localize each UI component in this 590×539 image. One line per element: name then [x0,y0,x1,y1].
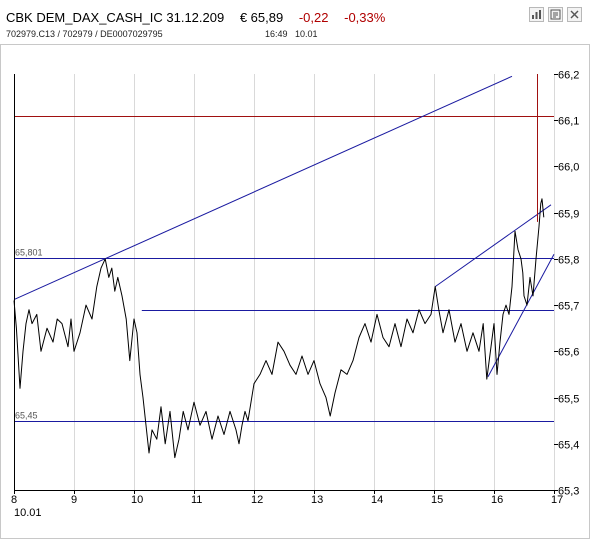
x-tick-label: 11 [191,494,202,506]
close-button[interactable] [567,7,582,22]
last-price: € 65,89 [239,10,284,25]
identifier-line: 702979.C13 / 702979 / DE0007029795 16:49… [6,29,318,39]
trend-line [13,75,513,301]
price-change: -0,22 [298,10,329,25]
y-tick-label: 65,9 [558,209,579,221]
price-line [13,198,545,459]
y-tick-label: 65,3 [558,486,579,498]
y-tick-label: 66,1 [558,116,579,128]
y-tick-label: 66,2 [558,70,579,82]
price-series [13,198,545,459]
chart-toolbar [529,7,582,22]
x-tick-label: 12 [251,494,263,506]
trend-line [434,204,552,288]
x-axis: 8 9 10 11 12 13 14 15 16 17 [11,490,563,506]
quote-date: 10.01 [295,29,318,39]
bar-chart-icon [532,10,541,19]
news-button[interactable] [548,7,563,22]
x-tick-label: 16 [491,494,503,506]
level-label: 65,45 [15,411,38,421]
y-tick-label: 65,8 [558,255,579,267]
chart-frame [0,44,590,539]
grid [74,74,555,490]
y-tick-label: 65,6 [558,347,579,359]
y-tick-label: 65,5 [558,394,579,406]
x-tick-label: 8 [11,494,17,506]
quote-time: 16:49 [265,29,288,39]
price-change-percent: -0,33% [344,10,386,25]
news-icon [550,9,561,20]
level-label: 65,801 [15,248,43,258]
trend-lines [13,74,555,377]
y-tick-label: 65,4 [558,440,579,452]
x-tick-label: 14 [371,494,383,506]
chart-header: CBK DEM_DAX_CASH_IC 31.12.209 € 65,89 -0… [0,0,590,44]
x-tick-label: 10 [131,494,143,506]
x-tick-label: 17 [551,494,563,506]
x-axis-date-label: 10.01 [14,507,42,519]
y-tick-label: 65,7 [558,301,579,313]
y-axis: 65,3 65,4 65,5 65,6 65,7 65,8 65,9 66,0 66,1 66,2 [554,70,579,498]
instrument-ids: 702979.C13 / 702979 / DE0007029795 [6,29,163,39]
instrument-name: CBK DEM_DAX_CASH_IC 31.12.209 [6,10,225,25]
level-lines: 65,801 65,45 [14,116,554,422]
x-tick-label: 13 [311,494,323,506]
y-tick-label: 66,0 [558,162,579,174]
x-tick-label: 9 [71,494,77,506]
close-icon [570,10,579,19]
bar-chart-button[interactable] [529,7,544,22]
x-tick-label: 15 [431,494,443,506]
quote-line: CBK DEM_DAX_CASH_IC 31.12.209 € 65,89 -0… [6,10,385,25]
trend-line [487,254,555,377]
